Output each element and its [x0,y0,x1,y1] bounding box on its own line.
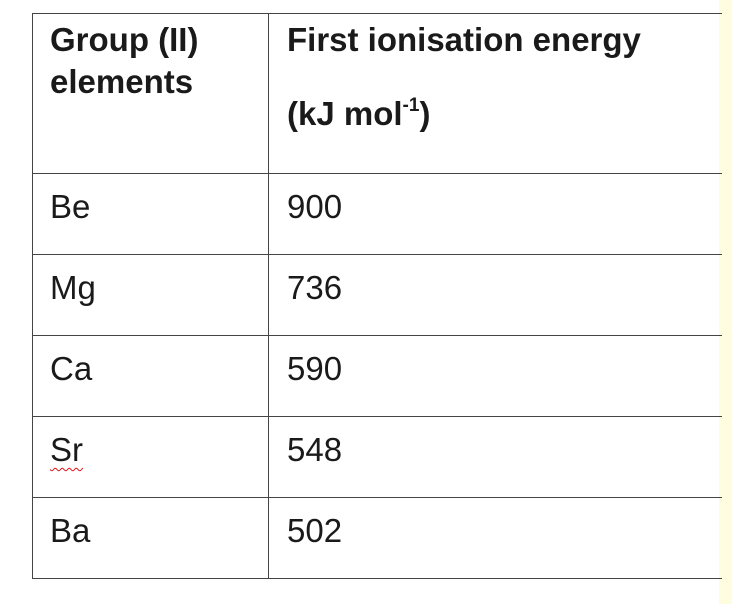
energy-cell: 548 [268,416,722,498]
energy-value: 502 [287,512,343,549]
element-cell: Sr [32,416,269,498]
element-cell: Ba [32,497,269,579]
header-energy-title: First ionisation energy [287,21,641,58]
unit-superscript: -1 [402,95,420,116]
energy-value: 900 [287,188,343,225]
energy-value: 590 [287,350,343,387]
table-row: Ba 502 [32,497,723,579]
table-row: Ca 590 [32,335,722,417]
energy-cell: 590 [268,335,722,417]
data-table: Group (II) elements First ionisation ene… [32,13,722,579]
element-cell: Ca [32,335,269,417]
header-group-line-1: Group (II) [50,21,199,58]
table-row: Be 900 [32,173,722,255]
element-name: Ca [50,350,93,387]
spellcheck-underlined-text: Sr [50,431,83,468]
table-row: Mg 736 [32,254,722,336]
header-cell-group: Group (II) elements [32,13,269,174]
slide-background-edge [719,0,732,604]
element-cell: Mg [32,254,269,336]
energy-value: 548 [287,431,343,468]
energy-value: 736 [287,269,343,306]
element-cell: Be [32,173,269,255]
element-name: Ba [50,512,91,549]
energy-cell: 736 [268,254,722,336]
header-energy-unit: (kJ mol-1) [287,93,722,135]
header-row: Group (II) elements First ionisation ene… [32,13,722,174]
element-name: Sr [50,422,268,470]
energy-cell: 900 [268,173,722,255]
element-name: Be [50,188,91,225]
header-cell-energy: First ionisation energy (kJ mol-1) [268,13,722,174]
ionisation-energy-table: Group (II) elements First ionisation ene… [32,13,722,583]
energy-cell: 502 [269,498,723,579]
unit-suffix: ) [419,95,431,132]
table-row: Sr 548 [32,416,722,498]
header-group-line-2: elements [50,63,194,100]
unit-prefix: (kJ mol [287,95,403,132]
element-name: Mg [50,269,96,306]
